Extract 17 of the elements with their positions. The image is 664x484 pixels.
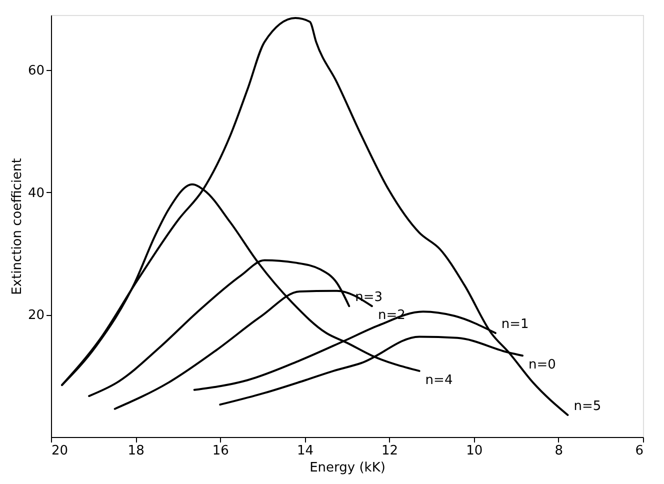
x-tick-label: 10: [466, 444, 483, 458]
x-tick-label: 8: [554, 444, 564, 458]
x-tick-label: 6: [635, 444, 644, 458]
x-axis-title: Energy (kK): [310, 460, 386, 476]
x-tick-label: 16: [212, 444, 229, 458]
x-tick-label: 18: [128, 444, 144, 458]
series-label: n=1: [501, 317, 529, 332]
y-tick-label: 20: [28, 308, 44, 324]
x-tick-label: 20: [52, 444, 68, 458]
y-tick-label: 60: [28, 64, 44, 79]
x-tick-label: 14: [296, 444, 314, 458]
series-label: n=4: [425, 372, 453, 388]
x-tick-label: 12: [382, 444, 398, 458]
series-label: n=5: [574, 398, 602, 414]
series-label: n=0: [528, 358, 556, 373]
y-axis-title: Extinction coefficient: [10, 158, 25, 295]
y-tick-label: 40: [28, 186, 44, 201]
